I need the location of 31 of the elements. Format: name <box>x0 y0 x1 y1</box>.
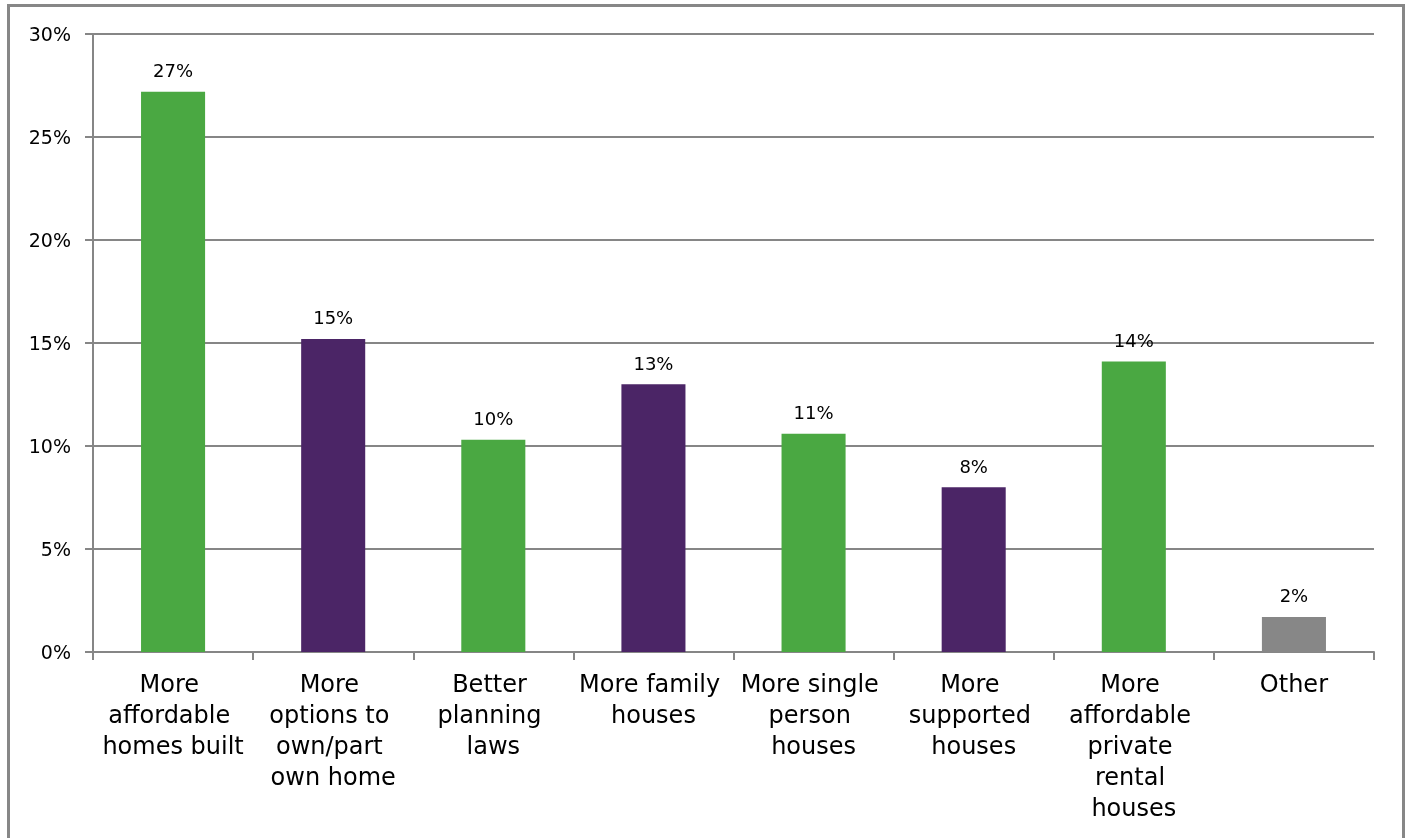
bar <box>461 439 526 652</box>
x-tick-label: More affordable private rental houses <box>1069 669 1199 822</box>
data-label: 10% <box>473 408 514 430</box>
bar <box>781 433 846 652</box>
data-label: 15% <box>313 307 354 329</box>
bar <box>1101 361 1166 652</box>
bar <box>621 384 686 652</box>
y-tick-label: 0% <box>40 641 71 663</box>
data-label: 13% <box>633 352 674 374</box>
y-tick-label: 15% <box>28 332 71 354</box>
data-label: 14% <box>1113 330 1154 352</box>
y-tick-label: 30% <box>28 23 71 45</box>
bar <box>141 91 206 652</box>
y-tick-label: 10% <box>28 435 71 457</box>
x-tick-label: More affordable homes built <box>102 669 244 760</box>
y-tick-label: 20% <box>28 229 71 251</box>
x-tick-label: More family houses <box>579 669 728 729</box>
x-tick-label: Other <box>1259 669 1329 698</box>
bar <box>941 487 1006 652</box>
data-label: 8% <box>959 455 988 477</box>
x-tick-label: More options to own/part own home <box>269 669 398 791</box>
data-label: 27% <box>153 60 194 82</box>
data-label: 2% <box>1279 585 1309 607</box>
y-tick-label: 5% <box>40 538 71 560</box>
data-label: 11% <box>793 402 834 424</box>
bar <box>301 338 366 652</box>
x-tick-label: More single person houses <box>740 669 887 760</box>
x-tick-label: Better planning laws <box>437 669 550 760</box>
x-tick-label: More supported houses <box>908 669 1039 760</box>
y-tick-label: 25% <box>28 126 71 148</box>
bar <box>1261 616 1326 652</box>
